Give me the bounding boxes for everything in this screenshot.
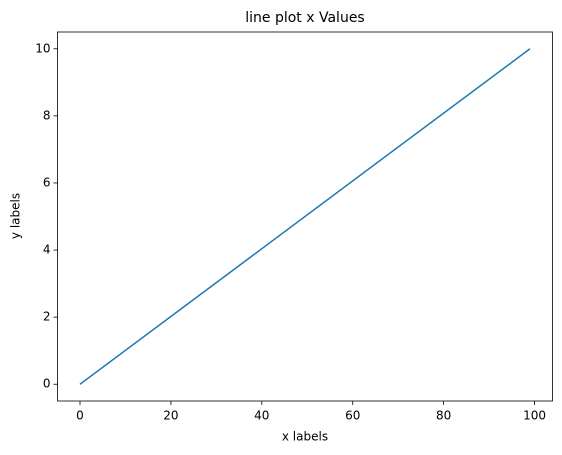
y-tick-label: 2 <box>43 310 51 324</box>
x-tick-label: 0 <box>76 409 84 423</box>
chart-title: line plot x Values <box>245 10 364 26</box>
y-tick-label: 10 <box>35 41 50 55</box>
x-tick-label: 40 <box>254 409 269 423</box>
x-tick-label: 60 <box>345 409 360 423</box>
x-tick-label: 100 <box>523 409 546 423</box>
y-tick-label: 6 <box>43 175 51 189</box>
y-tick-label: 4 <box>43 243 51 257</box>
plot-frame <box>57 31 553 402</box>
y-tick-label: 8 <box>43 108 51 122</box>
line <box>79 48 531 385</box>
y-tick-label: 0 <box>43 377 51 391</box>
x-tick-label: 80 <box>436 409 451 423</box>
x-tick-label: 20 <box>163 409 178 423</box>
x-axis-label: x labels <box>282 430 328 444</box>
y-axis-label: y labels <box>9 193 23 239</box>
